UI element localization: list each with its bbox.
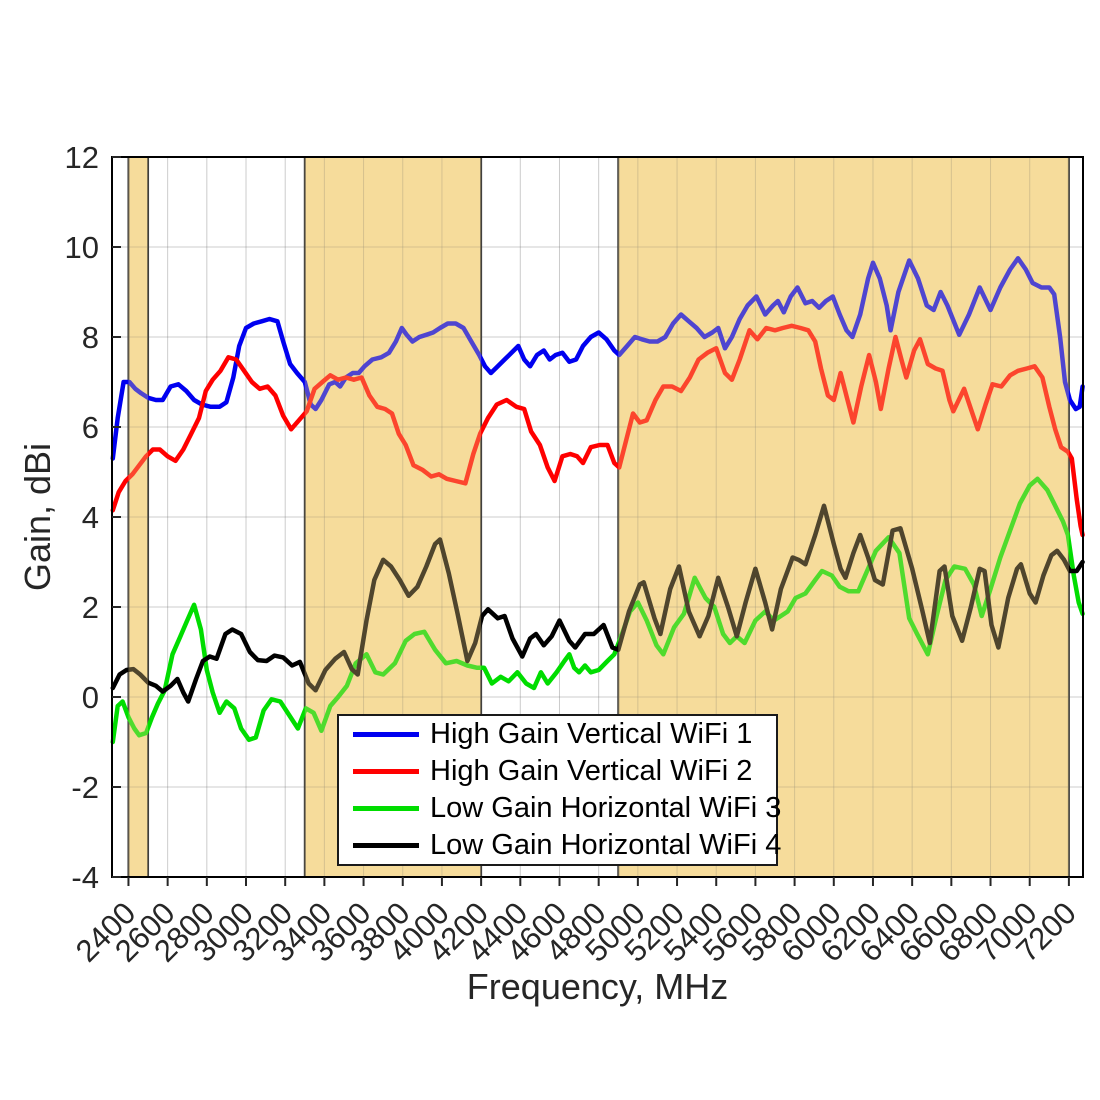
- y-tick-label: -4: [71, 860, 99, 895]
- shaded-band: [128, 157, 149, 877]
- series-line-1: [110, 323, 1085, 538]
- legend-line-swatch-black: [353, 843, 419, 848]
- y-axis-title: Gain, dBi: [17, 442, 58, 592]
- y-tick-label: -2: [71, 770, 99, 805]
- legend-label: Low Gain Horizontal WiFi 4: [430, 829, 782, 861]
- y-tick-label: 12: [65, 140, 99, 175]
- legend-item: High Gain Vertical WiFi 1: [339, 720, 776, 749]
- y-tick-label: 8: [82, 320, 99, 355]
- y-tick-label: 6: [82, 410, 99, 445]
- legend-item: High Gain Vertical WiFi 2: [339, 757, 776, 786]
- legend-line-swatch-blue: [353, 732, 419, 737]
- legend-item: Low Gain Horizontal WiFi 3: [339, 794, 781, 823]
- legend-line-swatch-green: [353, 806, 419, 811]
- legend-item: Low Gain Horizontal WiFi 4: [339, 831, 781, 860]
- y-tick-label: 4: [82, 500, 99, 535]
- legend: High Gain Vertical WiFi 1 High Gain Vert…: [337, 714, 781, 866]
- series-line-2: [110, 476, 1085, 745]
- shaded-band-tint: [128, 157, 149, 877]
- legend-label: High Gain Vertical WiFi 1: [430, 718, 753, 750]
- x-axis-title: Frequency, MHz: [466, 966, 729, 1007]
- series-line-0: [110, 256, 1085, 461]
- legend-line-swatch-red: [353, 769, 419, 774]
- y-tick-label: 10: [65, 230, 99, 265]
- series-line-3: [110, 503, 1085, 704]
- legend-label: High Gain Vertical WiFi 2: [430, 755, 753, 787]
- y-tick-label: 0: [82, 680, 99, 715]
- legend-label: Low Gain Horizontal WiFi 3: [430, 792, 782, 824]
- y-tick-label: 2: [82, 590, 99, 625]
